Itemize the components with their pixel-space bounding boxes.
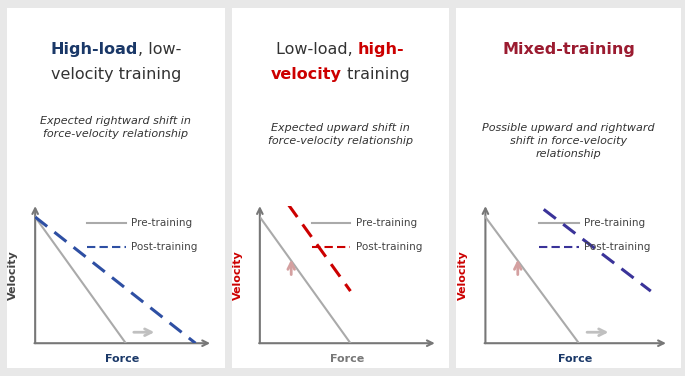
Text: Force: Force	[558, 355, 593, 364]
Text: Post-training: Post-training	[131, 242, 197, 252]
Text: Pre-training: Pre-training	[131, 217, 192, 227]
FancyBboxPatch shape	[451, 0, 685, 376]
Text: Force: Force	[330, 355, 364, 364]
Text: Velocity: Velocity	[233, 250, 243, 300]
Text: Force: Force	[105, 355, 140, 364]
Text: Velocity: Velocity	[8, 250, 18, 300]
FancyBboxPatch shape	[3, 0, 229, 376]
Text: Expected upward shift in
force-velocity relationship: Expected upward shift in force-velocity …	[268, 123, 413, 146]
Text: Post-training: Post-training	[356, 242, 422, 252]
Text: Expected rightward shift in
force-velocity relationship: Expected rightward shift in force-veloci…	[40, 116, 191, 139]
Text: Pre-training: Pre-training	[356, 217, 416, 227]
Text: Post-training: Post-training	[584, 242, 651, 252]
Text: velocity training: velocity training	[51, 67, 181, 82]
Text: Possible upward and rightward
shift in force-velocity
relationship: Possible upward and rightward shift in f…	[482, 123, 655, 159]
Text: , low-: , low-	[138, 41, 181, 56]
FancyBboxPatch shape	[227, 0, 453, 376]
Text: Mixed-training: Mixed-training	[502, 41, 635, 56]
Text: High-load: High-load	[51, 41, 138, 56]
Text: Pre-training: Pre-training	[584, 217, 645, 227]
Text: velocity: velocity	[271, 67, 342, 82]
Text: Low-load,: Low-load,	[276, 41, 358, 56]
Text: Velocity: Velocity	[458, 250, 468, 300]
Text: high-: high-	[358, 41, 405, 56]
Text: training: training	[342, 67, 410, 82]
